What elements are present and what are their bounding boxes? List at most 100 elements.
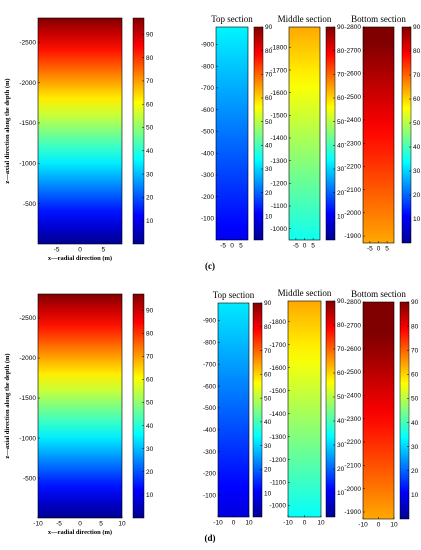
- colorbar-tick-label: 40: [146, 148, 154, 155]
- colorbar-tick-label: 70: [146, 78, 154, 85]
- colorbar-tick-label: 20: [337, 466, 345, 473]
- colorbar-tick-label: 50: [146, 125, 154, 132]
- y-tick-label: -1400: [269, 411, 286, 418]
- y-tick-label: -2000: [19, 80, 36, 87]
- x-tick-label: 0: [230, 243, 234, 250]
- y-tick-label: -2700: [344, 47, 361, 54]
- y-tick-label: -100: [203, 493, 216, 500]
- chart-panel: -1000 -1100 -1200 -1300 -1400 -1500 -1600 -1700…: [269, 288, 344, 527]
- colorbar-tick-label: 60: [337, 95, 345, 102]
- colorbar-tick-label: 90: [337, 298, 345, 305]
- chart-panel: -1900 -2000 -2100 -2200 -2300 -2400 -2500 -2600…: [344, 289, 418, 529]
- colorbar-tick-label: 70: [146, 354, 154, 361]
- x-tick-label: 10: [118, 521, 126, 528]
- colorbar-tick-label: 10: [265, 214, 273, 221]
- y-tick-label: -500: [23, 475, 36, 482]
- y-tick-label: -1000: [19, 161, 36, 168]
- heatmap-field: [38, 294, 122, 518]
- colorbar-tick-label: 10: [337, 214, 345, 221]
- x-tick-label: 5: [311, 243, 315, 250]
- x-tick-label: -5: [56, 521, 62, 528]
- y-tick-label: -900: [201, 42, 214, 49]
- x-tick-label: 5: [385, 246, 389, 253]
- colorbar-tick-label: 10: [264, 490, 272, 497]
- panel-title: Top section: [213, 290, 255, 300]
- x-tick-label: -10: [213, 520, 223, 527]
- y-tick-label: -2100: [344, 463, 361, 470]
- heatmap-field: [288, 301, 321, 517]
- heatmap-field: [218, 303, 249, 517]
- y-tick-label: -400: [201, 150, 214, 157]
- x-tick-label: 0: [78, 247, 82, 254]
- y-tick-label: -2000: [344, 210, 361, 217]
- x-tick-label: -5: [54, 247, 60, 254]
- x-tick-label: -10: [283, 520, 293, 527]
- colorbar-tick-label: 30: [413, 168, 421, 175]
- y-tick-label: -500: [23, 201, 36, 208]
- y-tick-label: -2500: [19, 315, 36, 322]
- y-tick-label: -1600: [270, 90, 287, 97]
- colorbar: [253, 26, 264, 241]
- chart-panel: -500 -1000 -1500 -2000 -2500 -5 0 5x—radial dir…: [4, 17, 154, 262]
- y-tick-label: -1500: [270, 113, 287, 120]
- colorbar-tick-label: 50: [411, 396, 419, 403]
- y-tick-label: -1800: [269, 319, 286, 326]
- colorbar-tick-label: 60: [411, 372, 419, 379]
- y-tick-label: -2200: [344, 164, 361, 171]
- colorbar-tick-label: 80: [413, 48, 421, 55]
- heatmap-field: [38, 18, 122, 244]
- y-tick-label: -1000: [19, 435, 36, 442]
- y-tick-label: -600: [203, 383, 216, 390]
- colorbar-tick-label: 70: [337, 346, 345, 353]
- y-tick-label: -2000: [344, 486, 361, 493]
- colorbar-tick-label: 80: [146, 330, 154, 337]
- panel-title: Bottom section: [351, 289, 406, 299]
- x-tick-label: 0: [303, 520, 307, 527]
- y-tick-label: -500: [201, 129, 214, 136]
- colorbar-tick-label: 50: [413, 120, 421, 127]
- panel-title: Middle section: [278, 14, 332, 24]
- colorbar-tick-label: 70: [264, 348, 272, 355]
- y-tick-label: -2800: [344, 299, 361, 306]
- colorbar-tick-label: 10: [411, 492, 419, 499]
- colorbar-tick-label: 30: [264, 443, 272, 450]
- heatmap-field: [289, 27, 320, 240]
- x-tick-label: -10: [358, 522, 368, 529]
- panel-title: Middle section: [278, 288, 332, 298]
- colorbar: [252, 302, 263, 518]
- colorbar-tick-label: 80: [265, 48, 273, 55]
- y-tick-label: -2300: [344, 416, 361, 423]
- colorbar-tick-label: 90: [337, 24, 345, 31]
- panel-title: Top section: [211, 14, 253, 24]
- colorbar-tick-label: 20: [264, 467, 272, 474]
- y-tick-label: -700: [201, 85, 214, 92]
- colorbar-tick-label: 10: [413, 216, 421, 223]
- colorbar-tick-label: 20: [413, 192, 421, 199]
- chart-panel: -500 -1000 -1500 -2000 -2500 -10 -5 0 5 10 x—radia…: [4, 293, 154, 536]
- x-tick-label: 10: [317, 520, 325, 527]
- colorbar-tick-label: 50: [337, 119, 345, 126]
- y-tick-label: -1000: [269, 503, 286, 510]
- x-tick-label: 5: [239, 243, 243, 250]
- colorbar-tick-label: 30: [411, 444, 419, 451]
- y-tick-label: -1300: [270, 158, 287, 165]
- x-tick-label: 10: [390, 522, 398, 529]
- y-tick-label: -1100: [270, 480, 287, 487]
- colorbar-tick-label: 80: [146, 55, 154, 62]
- colorbar-tick-label: 40: [337, 418, 345, 425]
- colorbar-tick-label: 60: [146, 101, 154, 108]
- colorbar-tick-label: 60: [265, 95, 273, 102]
- y-tick-label: -2200: [344, 439, 361, 446]
- colorbar-tick-label: 80: [264, 324, 272, 331]
- y-axis-label: z—axial direction along the depth (m): [4, 353, 11, 458]
- chart-panel: -100-200-300-400-500-600-700-800-900-5 0 5…: [201, 14, 273, 250]
- colorbar-tick-label: 80: [337, 48, 345, 55]
- y-tick-label: -1900: [344, 233, 361, 240]
- chart-panel: -1900 -2000 -2100 -2200 -2300 -2400 -2500 -2600…: [344, 14, 420, 253]
- colorbar: [132, 17, 145, 245]
- y-tick-label: -1300: [269, 434, 286, 441]
- colorbar-tick-label: 20: [265, 190, 273, 197]
- panel-label-c: (c): [205, 261, 215, 271]
- colorbar-tick-label: 10: [146, 218, 154, 225]
